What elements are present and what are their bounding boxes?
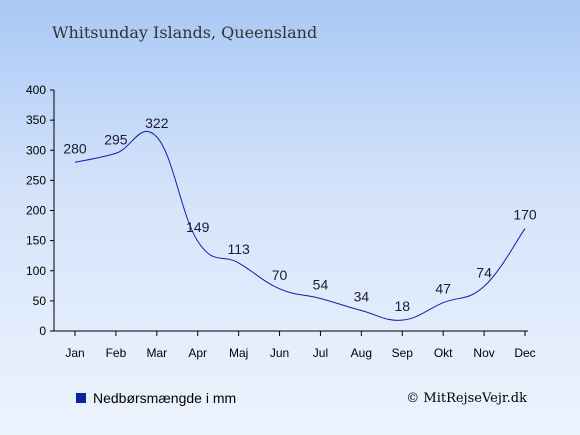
x-tick-label: Dec	[514, 346, 535, 360]
data-label: 322	[145, 115, 169, 131]
x-tick-label: Feb	[106, 346, 127, 360]
data-label: 74	[476, 264, 492, 280]
data-label: 47	[435, 281, 451, 297]
x-axis-ticks: Jan Feb Mar Apr Maj Jun Jul Aug Sep Okt Nov Dec	[65, 331, 536, 360]
x-tick-label: Sep	[392, 346, 414, 360]
data-label: 54	[313, 276, 329, 292]
data-label: 149	[186, 219, 210, 235]
x-tick-label: Maj	[229, 346, 248, 360]
x-tick-label: Aug	[351, 346, 372, 360]
y-tick-label: 300	[26, 143, 46, 157]
y-tick-label: 150	[26, 234, 46, 248]
data-label: 34	[354, 289, 370, 305]
x-tick-label: Nov	[473, 346, 494, 360]
x-tick-label: Jul	[313, 346, 328, 360]
y-tick-label: 400	[26, 83, 46, 97]
x-tick-label: Jun	[270, 346, 289, 360]
copyright-credit: © MitRejseVejr.dk	[406, 391, 527, 406]
data-label: 70	[272, 267, 288, 283]
y-axis-ticks: 0 50 100 150 200 250 300 350 400	[26, 83, 54, 338]
precipitation-series-line	[74, 130, 526, 321]
chart-title: Whitsunday Islands, Queensland	[52, 23, 317, 42]
y-tick-label: 200	[26, 204, 46, 218]
data-label: 280	[63, 140, 87, 156]
data-label: 295	[104, 131, 128, 147]
x-tick-label: Okt	[434, 346, 453, 360]
data-labels: 280 295 322 149 113 70 54 34 18 47 74 170	[63, 115, 537, 314]
y-tick-label: 100	[26, 264, 46, 278]
data-label: 170	[513, 207, 537, 223]
x-tick-label: Apr	[188, 346, 207, 360]
x-tick-label: Jan	[65, 346, 84, 360]
y-tick-label: 50	[33, 294, 47, 308]
y-tick-label: 350	[26, 113, 46, 127]
x-tick-label: Mar	[146, 346, 167, 360]
y-tick-label: 250	[26, 173, 46, 187]
y-tick-label: 0	[39, 324, 46, 338]
data-label: 18	[394, 298, 410, 314]
legend-swatch	[76, 393, 86, 403]
legend-label: Nedbørsmængde i mm	[93, 390, 236, 406]
data-label: 113	[227, 241, 250, 257]
